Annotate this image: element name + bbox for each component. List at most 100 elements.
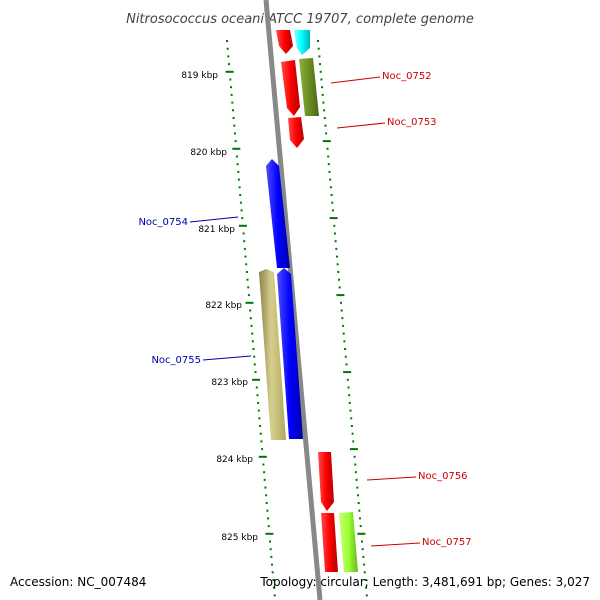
minor-tick — [349, 409, 352, 412]
gene-features[interactable] — [259, 30, 358, 572]
minor-tick — [245, 263, 248, 266]
leader-line — [370, 542, 421, 547]
minor-tick — [271, 563, 273, 566]
minor-tick — [229, 78, 232, 81]
minor-tick — [260, 440, 263, 443]
leader-line — [189, 216, 239, 223]
minor-tick — [258, 417, 261, 420]
minor-tick — [249, 309, 252, 312]
minor-tick — [272, 579, 275, 581]
minor-tick — [239, 201, 242, 204]
major-tick — [357, 532, 366, 535]
gene-arrow[interactable] — [299, 58, 319, 116]
ruler-labels: 819 kbp 820 kbp 821 kbp 822 kbp 823 kbp … — [181, 71, 258, 543]
minor-tick — [361, 540, 363, 543]
minor-tick — [257, 409, 260, 412]
minor-tick — [233, 124, 236, 127]
map-title: Nitrosococcus oceani ATCC 19707, complet… — [126, 12, 474, 27]
ruler-ticks-outer — [317, 40, 368, 597]
gene-arrow-noc-0755[interactable] — [259, 269, 286, 440]
minor-tick — [267, 525, 270, 528]
minor-tick — [255, 386, 258, 389]
gene-labels: Noc_0752 Noc_0753 Noc_0754 Noc_0755 Noc_… — [138, 71, 471, 548]
minor-tick — [317, 40, 319, 42]
minor-tick — [244, 255, 247, 258]
minor-tick — [365, 586, 368, 589]
minor-tick — [361, 548, 364, 551]
major-tick — [329, 217, 338, 220]
minor-tick — [271, 571, 274, 574]
gene-arrow[interactable] — [277, 268, 303, 439]
minor-tick — [259, 425, 262, 427]
major-tick — [232, 147, 241, 150]
minor-tick — [351, 432, 354, 435]
minor-tick — [253, 355, 256, 358]
minor-tick — [327, 155, 330, 158]
leader-line — [330, 76, 381, 84]
gene-label[interactable]: Noc_0754 — [138, 217, 188, 228]
ruler-label: 825 kbp — [221, 533, 258, 543]
minor-tick — [338, 278, 340, 281]
minor-tick — [263, 471, 266, 474]
gene-arrow[interactable] — [339, 512, 358, 572]
minor-tick — [333, 232, 336, 235]
major-tick — [252, 378, 261, 381]
gene-label[interactable]: Noc_0757 — [422, 537, 472, 548]
minor-tick — [340, 301, 342, 304]
minor-tick — [335, 247, 338, 250]
gene-label[interactable]: Noc_0756 — [418, 471, 468, 482]
accession-text: Accession: NC_007484 — [10, 575, 146, 589]
minor-tick — [235, 155, 238, 158]
gene-arrow[interactable] — [276, 30, 293, 54]
gene-arrow[interactable] — [294, 30, 310, 55]
gene-label[interactable]: Noc_0755 — [151, 355, 201, 366]
gene-arrow-noc-0754[interactable] — [266, 159, 290, 268]
gene-arrow-noc-0753[interactable] — [288, 117, 304, 148]
minor-tick — [262, 463, 265, 466]
major-tick — [336, 294, 345, 297]
minor-tick — [323, 117, 326, 119]
ruler-label: 824 kbp — [216, 455, 253, 465]
minor-tick — [270, 555, 273, 558]
gene-label[interactable]: Noc_0752 — [382, 71, 432, 82]
minor-tick — [226, 47, 229, 50]
minor-tick — [231, 101, 234, 104]
gene-label[interactable]: Noc_0753 — [387, 117, 437, 128]
minor-tick — [267, 517, 270, 520]
minor-tick — [329, 178, 332, 181]
minor-tick — [228, 63, 230, 66]
minor-tick — [365, 594, 368, 597]
minor-tick — [257, 401, 260, 404]
minor-tick — [359, 517, 361, 520]
minor-tick — [350, 425, 353, 427]
gene-arrow-noc-0757[interactable] — [321, 513, 338, 572]
minor-tick — [230, 86, 232, 89]
minor-tick — [340, 309, 343, 312]
minor-tick — [324, 124, 327, 127]
minor-tick — [249, 317, 252, 320]
minor-tick — [328, 170, 331, 173]
minor-tick — [227, 55, 230, 58]
gene-arrow-noc-0756[interactable] — [318, 452, 334, 511]
minor-tick — [364, 579, 367, 581]
minor-tick — [322, 101, 325, 104]
major-tick — [238, 224, 247, 227]
minor-tick — [344, 355, 347, 358]
minor-tick — [330, 194, 333, 196]
minor-tick — [319, 70, 322, 73]
minor-tick — [327, 163, 330, 166]
gene-label-lines — [189, 76, 421, 547]
leader-line — [336, 122, 386, 129]
minor-tick — [243, 247, 246, 250]
minor-tick — [359, 525, 362, 528]
minor-tick — [256, 394, 259, 397]
minor-tick — [266, 509, 269, 512]
minor-tick — [273, 594, 276, 597]
gene-arrow-noc-0752[interactable] — [281, 60, 300, 116]
minor-tick — [341, 317, 344, 320]
minor-tick — [350, 417, 353, 420]
minor-tick — [362, 555, 365, 558]
minor-tick — [243, 240, 246, 243]
minor-tick — [334, 240, 337, 243]
